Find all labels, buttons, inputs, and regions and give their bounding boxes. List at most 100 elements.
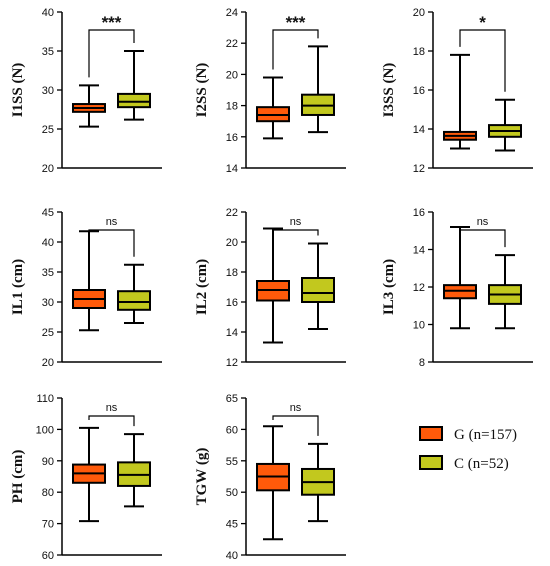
y-tick-label: 35 — [42, 267, 54, 279]
box-G — [72, 84, 106, 128]
y-tick-label: 80 — [42, 487, 54, 499]
y-tick-label: 16 — [226, 132, 238, 144]
y-tick-label: 25 — [42, 124, 54, 136]
y-tick-label: 12 — [413, 282, 425, 294]
chart-panel: 12 14 16 18 20 22 IL2 (cm) ns — [194, 207, 346, 369]
bracket-line — [88, 29, 135, 78]
y-tick-label: 12 — [226, 357, 238, 369]
legend-item-C: C (n=52) — [419, 455, 509, 472]
significance-bracket: ns — [272, 402, 319, 436]
significance-label: ns — [106, 402, 118, 414]
y-tick-label: 18 — [226, 101, 238, 113]
y-tick-label: 30 — [42, 85, 54, 97]
y-tick-label: 8 — [419, 357, 425, 369]
y-tick-label: 20 — [42, 163, 54, 175]
y-tick-label: 40 — [42, 7, 54, 19]
bracket-line — [459, 229, 506, 248]
significance-label: *** — [102, 13, 122, 32]
significance-label: ns — [477, 216, 489, 228]
y-tick-label: 20 — [413, 7, 425, 19]
y-tick-label: 18 — [413, 46, 425, 58]
bracket-line — [459, 29, 506, 92]
significance-bracket: *** — [272, 13, 319, 70]
y-tick-label: 110 — [36, 393, 54, 405]
y-tick-label: 12 — [413, 163, 425, 175]
y-tick-label: 25 — [42, 327, 54, 339]
y-tick-label: 100 — [36, 424, 54, 436]
legend-swatch — [419, 426, 443, 441]
y-tick-label: 50 — [226, 487, 238, 499]
y-tick-label: 40 — [42, 237, 54, 249]
y-tick-label: 55 — [226, 456, 238, 468]
significance-label: ns — [106, 216, 118, 228]
y-axis-label: TGW (g) — [194, 448, 210, 506]
y-tick-label: 60 — [42, 550, 54, 562]
y-tick-label: 20 — [226, 237, 238, 249]
box-iqr — [117, 92, 151, 109]
significance-label: * — [479, 13, 486, 32]
chart-panel: 12 14 16 18 20 I3SS (N) * — [381, 7, 533, 175]
box-G — [256, 227, 290, 344]
y-tick-label: 30 — [42, 297, 54, 309]
y-axis-label: IL2 (cm) — [194, 259, 210, 315]
y-tick-label: 24 — [226, 7, 238, 19]
y-tick-label: 16 — [413, 85, 425, 97]
box-C — [117, 433, 151, 508]
y-tick-label: 35 — [42, 46, 54, 58]
y-axis-label: IL1 (cm) — [10, 259, 26, 315]
box-iqr — [301, 277, 335, 303]
chart-panel: 20 25 30 35 40 I1SS (N) *** — [10, 7, 162, 175]
bracket-line — [88, 415, 135, 427]
chart-panel: 20 25 30 35 40 45 IL1 (cm) ns — [10, 207, 162, 369]
significance-bracket: ns — [88, 402, 135, 427]
y-axis-label: I2SS (N) — [194, 63, 210, 118]
legend-label: G (n=157) — [454, 427, 517, 443]
y-tick-label: 14 — [226, 327, 238, 339]
legend-label: C (n=52) — [454, 456, 509, 472]
y-tick-label: 70 — [42, 519, 54, 531]
box-iqr — [117, 290, 151, 311]
y-tick-label: 10 — [413, 320, 425, 332]
box-C — [301, 442, 335, 523]
bracket-line — [88, 229, 135, 257]
y-tick-label: 14 — [226, 163, 238, 175]
y-tick-label: 14 — [413, 124, 425, 136]
y-axis-label: I1SS (N) — [10, 63, 26, 118]
chart-panel: 14 16 18 20 22 24 I2SS (N) *** — [194, 7, 346, 175]
chart-panel: 60 70 80 90 100 110 PH (cm) ns — [10, 393, 162, 562]
y-axis-label: I3SS (N) — [381, 63, 397, 118]
y-tick-label: 20 — [42, 357, 54, 369]
y-tick-label: 16 — [226, 297, 238, 309]
box-G — [72, 230, 106, 332]
box-G — [443, 226, 477, 330]
y-tick-label: 90 — [42, 456, 54, 468]
y-tick-label: 18 — [226, 267, 238, 279]
y-tick-label: 65 — [226, 393, 238, 405]
y-tick-label: 60 — [226, 424, 238, 436]
bracket-line — [272, 229, 319, 236]
y-tick-label: 22 — [226, 207, 238, 219]
significance-bracket: ns — [272, 216, 319, 236]
box-G — [256, 76, 290, 140]
box-C — [488, 254, 522, 330]
y-axis-label: PH (cm) — [10, 450, 26, 504]
box-C — [117, 50, 151, 121]
box-G — [72, 426, 106, 523]
significance-label: *** — [286, 13, 306, 32]
box-G — [256, 425, 290, 541]
significance-bracket: *** — [88, 13, 135, 78]
y-tick-label: 14 — [413, 245, 425, 257]
y-tick-label: 22 — [226, 38, 238, 50]
legend-item-G: G (n=157) — [419, 426, 517, 443]
bracket-line — [272, 415, 319, 436]
legend-swatch — [419, 455, 443, 470]
box-C — [301, 242, 335, 330]
box-C — [301, 45, 335, 134]
y-tick-label: 16 — [413, 207, 425, 219]
chart-panel: 40 45 50 55 60 65 TGW (g) ns — [194, 393, 346, 562]
y-tick-label: 45 — [42, 207, 54, 219]
bracket-line — [272, 29, 319, 70]
y-axis-label: IL3 (cm) — [381, 259, 397, 315]
box-C — [488, 98, 522, 152]
